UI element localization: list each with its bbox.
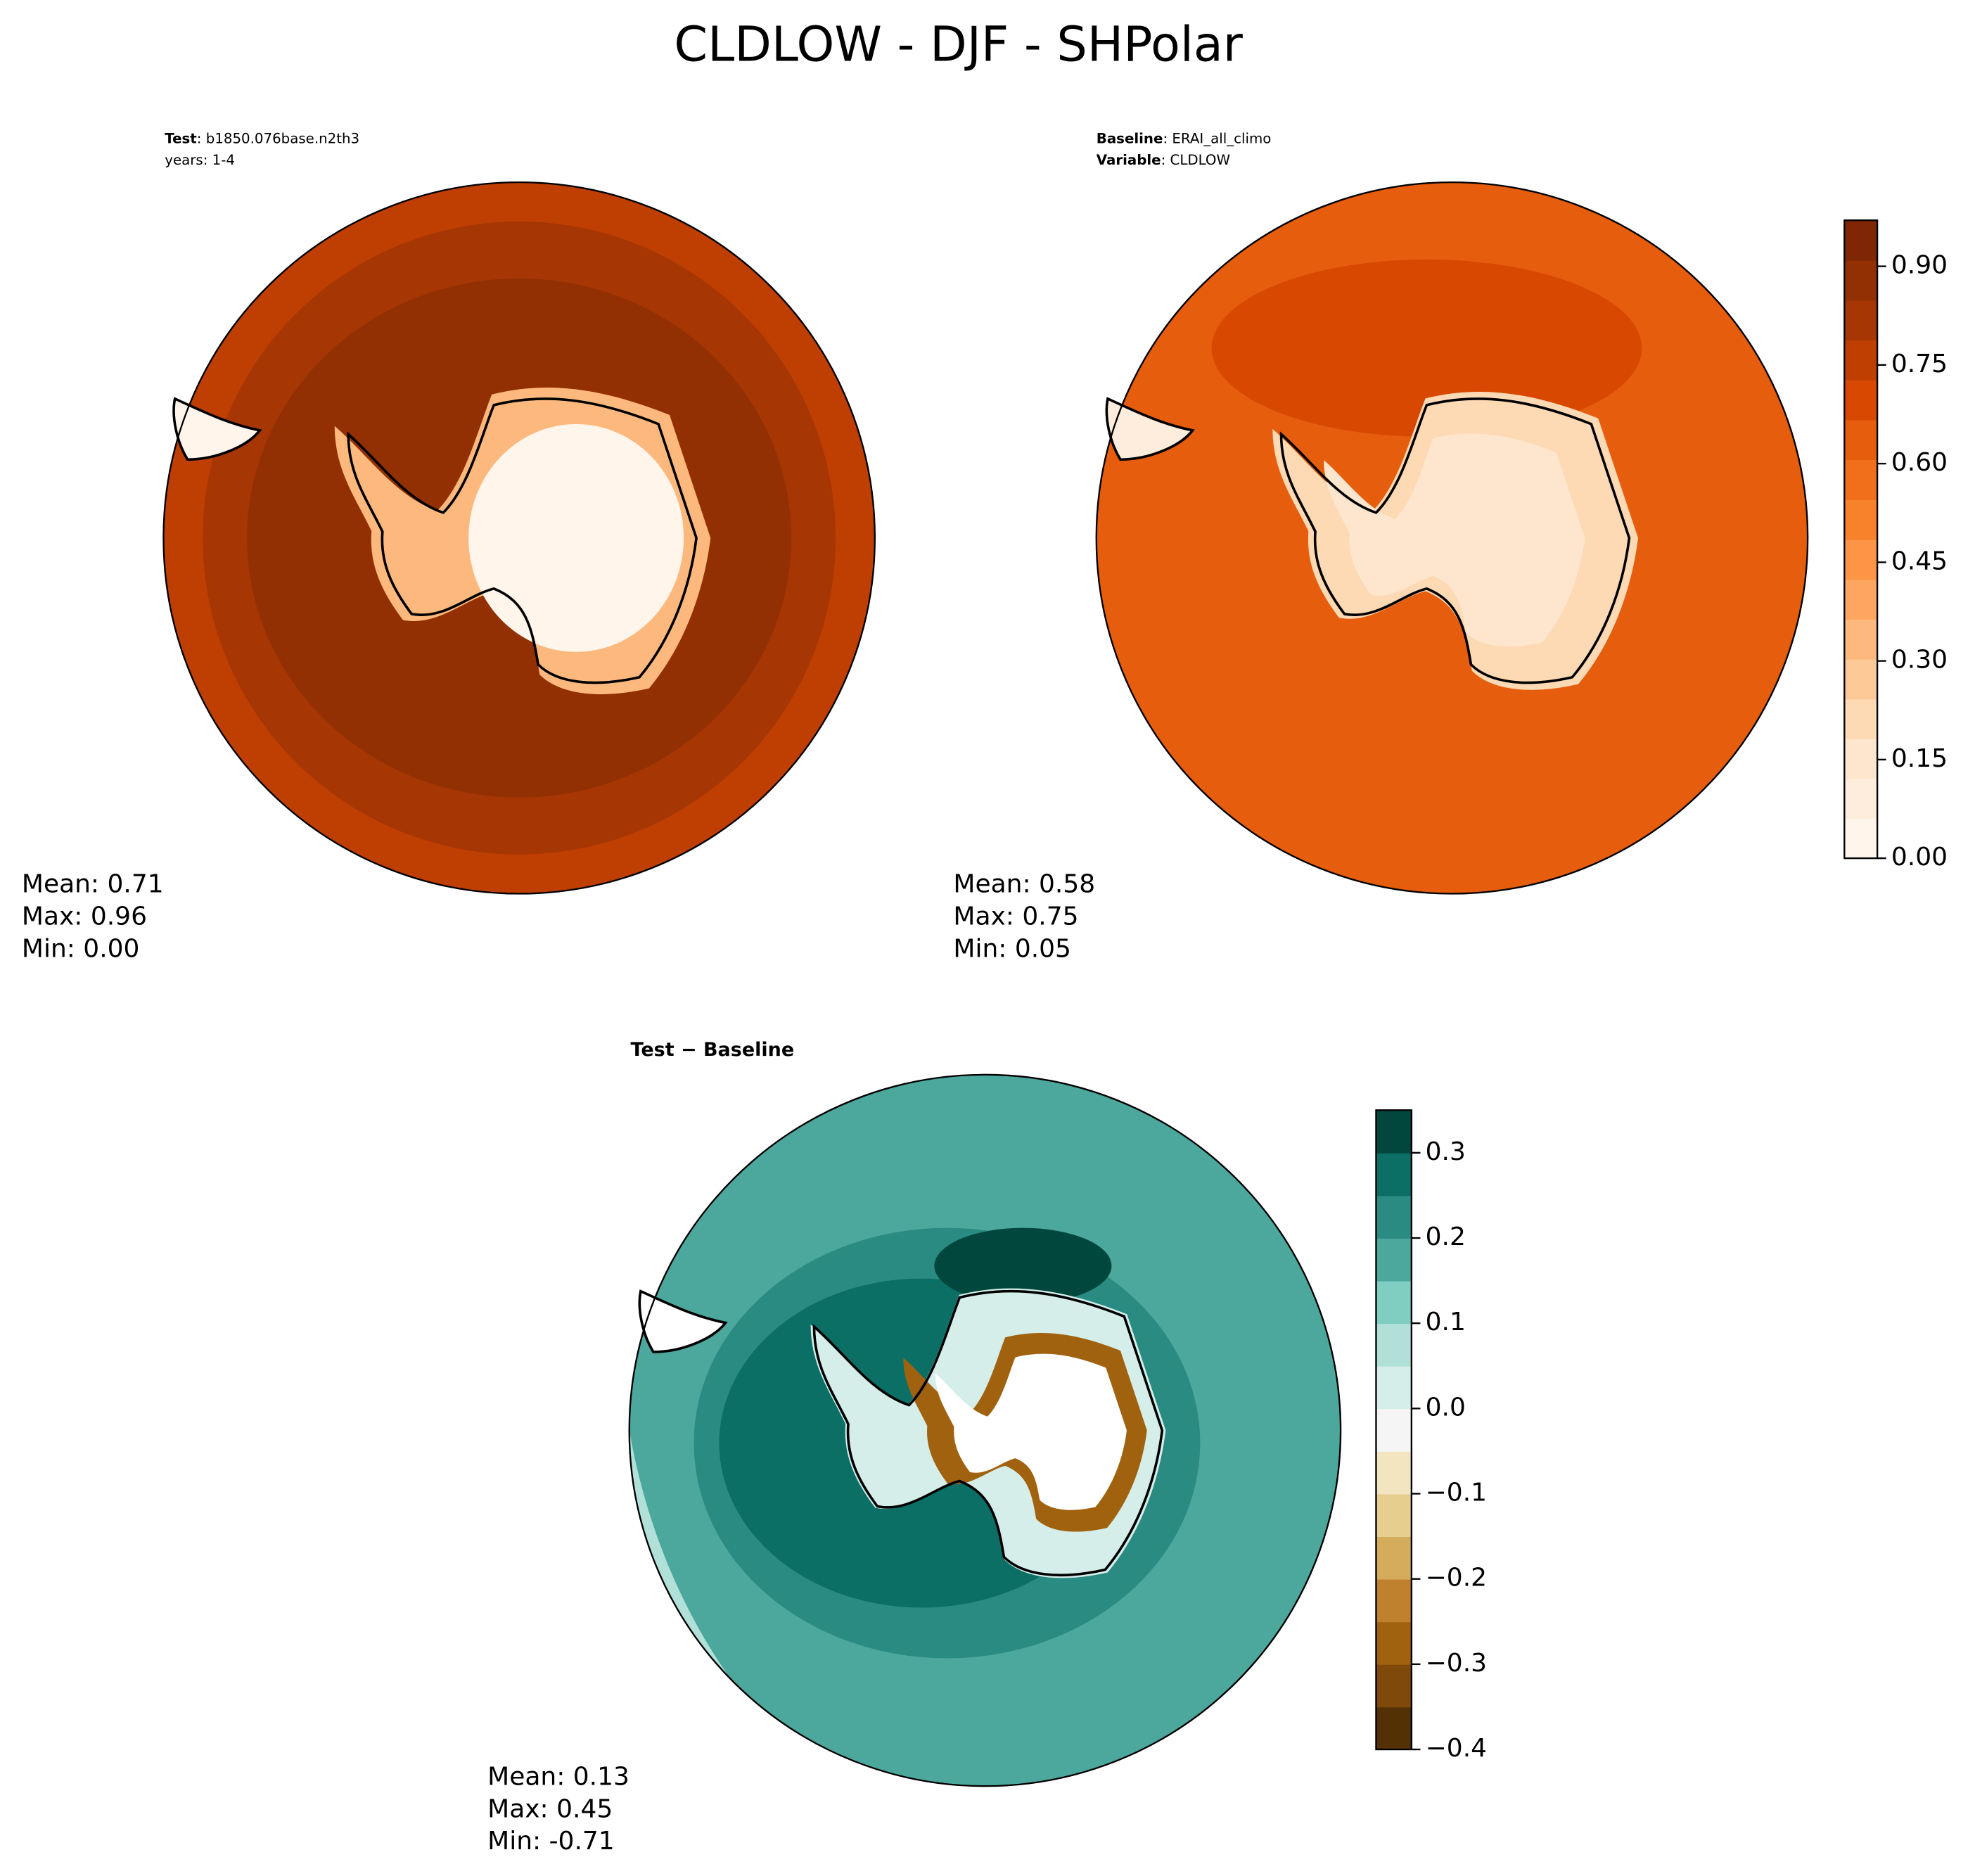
colorbar-band xyxy=(1376,1536,1412,1580)
colorbar-band xyxy=(1844,579,1878,620)
colorbar-band xyxy=(1844,379,1878,421)
header-text: years: 1-4 xyxy=(165,152,235,168)
colorbar-tick-label: 0.15 xyxy=(1891,744,1948,773)
colorbar-band xyxy=(1844,459,1878,500)
panel-header: Baseline: ERAI_all_climo xyxy=(1097,130,1272,146)
map-border xyxy=(162,181,876,895)
colorbar-band xyxy=(1376,1493,1412,1538)
colorbar-tick-label: −0.4 xyxy=(1426,1734,1487,1763)
colorbar-tick-label: −0.3 xyxy=(1426,1649,1487,1678)
colorbar-band xyxy=(1844,698,1878,739)
colorbar-tick-label: 0.30 xyxy=(1891,646,1948,675)
colorbar-tick-label: −0.1 xyxy=(1426,1479,1487,1507)
map-region xyxy=(1211,259,1642,437)
colorbar-band xyxy=(1376,1280,1412,1325)
colorbar-band xyxy=(1844,300,1878,341)
colorbar-frame xyxy=(1375,1109,1413,1751)
map-region xyxy=(468,423,684,652)
map-region xyxy=(163,182,229,348)
colorbar-tick-label: 0.00 xyxy=(1891,843,1948,872)
colorbar-band xyxy=(1844,778,1878,819)
colorbar-band xyxy=(1844,340,1878,381)
colorbar-band xyxy=(1376,1450,1412,1495)
panel-header: years: 1-4 xyxy=(165,152,235,168)
colorbar-band xyxy=(1844,658,1878,700)
colorbar-band xyxy=(1844,419,1878,461)
colorbar-tick-label: 0.90 xyxy=(1891,251,1948,280)
stat-line: Mean: 0.13 xyxy=(487,1762,629,1791)
header-text: : b1850.076base.n2th3 xyxy=(197,130,359,146)
colorbar-tick-label: 0.0 xyxy=(1426,1393,1466,1422)
colorbar-band xyxy=(1376,1152,1412,1197)
stat-line: Min: -0.71 xyxy=(487,1827,615,1856)
stat-line: Min: 0.05 xyxy=(953,934,1071,963)
header-label: Variable xyxy=(1097,152,1161,168)
stat-line: Max: 0.75 xyxy=(953,902,1078,931)
colorbar-frame xyxy=(1843,219,1879,860)
figure-title: CLDLOW - DJF - SHPolar xyxy=(674,17,1243,72)
colorbar-band xyxy=(1376,1238,1412,1282)
colorbar-tick-label: 0.45 xyxy=(1891,547,1948,575)
map-difference xyxy=(628,1073,1342,1787)
map-border xyxy=(1095,181,1809,895)
colorbar-band xyxy=(1376,1408,1412,1452)
colorbar-band xyxy=(1844,539,1878,580)
panel-header: Test − Baseline xyxy=(631,1039,795,1061)
colorbar-band xyxy=(1844,499,1878,540)
colorbar-band xyxy=(1376,1578,1412,1623)
colorbar-tick-label: 0.75 xyxy=(1891,350,1948,378)
stat-line: Mean: 0.58 xyxy=(953,870,1095,899)
map-baseline xyxy=(1095,181,1809,895)
map-region xyxy=(934,1227,1112,1304)
colorbar-tick-label: 0.1 xyxy=(1426,1308,1466,1336)
colorbar-band xyxy=(1844,739,1878,779)
colorbar-tick-label: 0.60 xyxy=(1891,448,1948,477)
colorbar-tick-label: 0.3 xyxy=(1426,1137,1466,1166)
colorbar-band xyxy=(1376,1621,1412,1665)
header-label: Test − Baseline xyxy=(631,1039,795,1061)
header-text: : ERAI_all_climo xyxy=(1163,130,1271,146)
panel-header: Test: b1850.076base.n2th3 xyxy=(165,130,359,146)
header-text: : CLDLOW xyxy=(1161,152,1230,168)
colorbar-tick-label: 0.2 xyxy=(1426,1223,1466,1251)
stat-line: Max: 0.45 xyxy=(487,1794,613,1823)
stat-line: Mean: 0.71 xyxy=(22,870,164,899)
colorbar-band xyxy=(1376,1195,1412,1239)
map-border xyxy=(628,1073,1342,1787)
header-label: Baseline xyxy=(1097,130,1163,146)
header-label: Test xyxy=(165,130,197,146)
colorbar-band xyxy=(1376,1323,1412,1367)
colorbar-tick-label: −0.2 xyxy=(1426,1564,1487,1593)
colorbar-band xyxy=(1376,1365,1412,1410)
colorbar-band xyxy=(1844,818,1878,860)
colorbar-band xyxy=(1844,260,1878,301)
map-test xyxy=(162,181,876,895)
colorbar-band xyxy=(1376,1664,1412,1708)
stat-line: Max: 0.96 xyxy=(22,902,147,931)
colorbar-band xyxy=(1844,220,1878,261)
colorbar-band xyxy=(1844,619,1878,660)
colorbar-band xyxy=(1376,1706,1412,1750)
stat-line: Min: 0.00 xyxy=(22,934,140,963)
panel-header: Variable: CLDLOW xyxy=(1097,152,1230,168)
colorbar-band xyxy=(1376,1110,1412,1154)
